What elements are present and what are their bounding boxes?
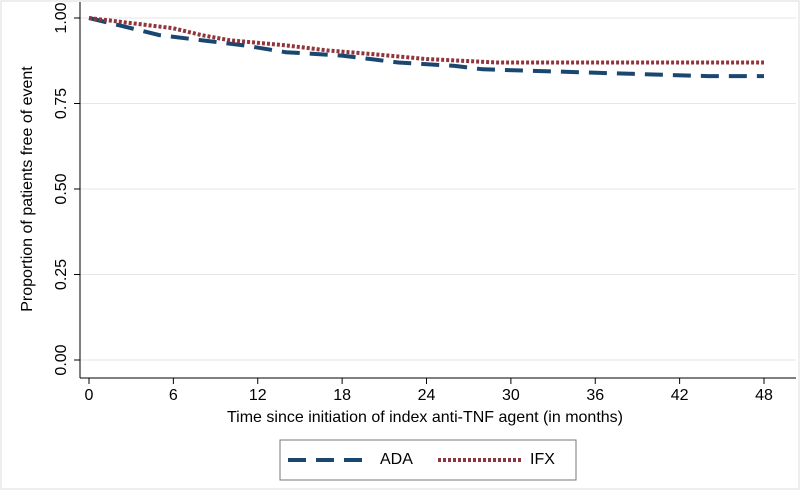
x-tick-label: 12	[249, 387, 267, 404]
legend-label: ADA	[380, 451, 413, 468]
y-tick-label: 0.25	[53, 259, 70, 290]
x-tick-label: 6	[169, 387, 178, 404]
legend-label: IFX	[530, 451, 555, 468]
y-tick-label: 0.50	[53, 173, 70, 204]
x-tick-label: 24	[418, 387, 436, 404]
x-axis-title: Time since initiation of index anti-TNF …	[227, 409, 623, 426]
y-axis-title: Proportion of patients free of event	[19, 66, 36, 312]
x-tick-label: 0	[85, 387, 94, 404]
x-tick-label: 48	[755, 387, 773, 404]
x-tick-label: 36	[586, 387, 604, 404]
x-tick-label: 42	[671, 387, 689, 404]
series-line	[88, 16, 764, 79]
x-tick-label: 18	[333, 387, 351, 404]
y-tick-label: 0.00	[53, 344, 70, 375]
series-line	[88, 16, 764, 65]
y-tick-label: 1.00	[53, 2, 70, 33]
y-tick-label: 0.75	[53, 88, 70, 119]
x-tick-label: 30	[502, 387, 520, 404]
